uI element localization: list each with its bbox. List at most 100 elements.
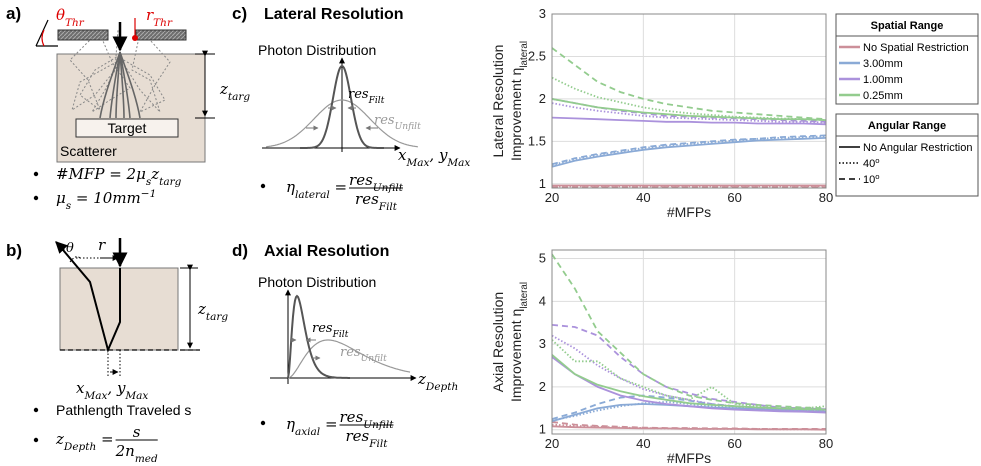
series-line — [552, 339, 826, 410]
legend-label: 3.00mm — [863, 58, 903, 70]
text-part: Thr — [65, 17, 85, 29]
text-part: Filt — [368, 438, 388, 450]
series-line — [552, 356, 826, 414]
text-part: Filt — [378, 201, 398, 213]
y-tick-label: 1 — [539, 176, 546, 191]
text-part: Max — [405, 157, 429, 169]
text-part: 2n — [115, 442, 135, 460]
y-tick-label: 3 — [539, 336, 546, 351]
series-line — [552, 137, 826, 168]
text-part: z — [417, 370, 426, 388]
series-group — [552, 47, 826, 188]
text-part: res — [374, 113, 395, 128]
text-part: Thr — [153, 17, 173, 29]
formula-denominator: resFilt — [346, 427, 389, 450]
panel-label: a) — [6, 4, 21, 23]
formula-denominator: 2nmed — [115, 442, 158, 465]
text-part: Max — [446, 157, 470, 169]
r-thr-label: rThr — [146, 6, 173, 29]
text-part: = — [96, 430, 113, 448]
text-part: lateral — [295, 189, 330, 201]
axis-label: xMax, yMax — [398, 146, 470, 169]
formula-lhs: ηlateral = — [286, 178, 347, 201]
text-part: Improvement η — [508, 68, 524, 161]
text-part: res — [355, 190, 379, 208]
text-part: targ — [228, 91, 250, 103]
series-line — [552, 134, 826, 166]
text-part: Filt — [368, 96, 385, 106]
text-part: res — [312, 321, 333, 336]
bullet-text: #MFP = 2μsztarg — [56, 165, 182, 188]
text-part: η — [286, 415, 295, 433]
text-part: s — [133, 423, 141, 441]
formula-denominator: resFilt — [355, 190, 398, 213]
bullet-text: Pathlength Traveled s — [56, 402, 191, 418]
text-part: Lateral Resolution — [490, 45, 506, 158]
series-group — [552, 253, 826, 431]
plot-frame — [551, 13, 827, 189]
text-part: Depth — [425, 381, 458, 393]
text-part: Unfilt — [361, 354, 387, 364]
series-line — [552, 334, 826, 413]
res-unfilt-label: resUnfilt — [374, 113, 421, 132]
x-tick-label: 60 — [727, 190, 741, 205]
series-line — [552, 421, 826, 430]
bullet-text: μs = 10mm−1 — [56, 188, 156, 212]
text-part: Improvement η — [508, 309, 524, 402]
legend-label: 1.00mm — [863, 74, 903, 86]
text-part: z — [55, 430, 64, 448]
text-part: = — [330, 178, 347, 196]
text-part: z — [150, 165, 159, 183]
series-line — [552, 135, 826, 166]
x-axis-label: #MFPs — [667, 450, 711, 466]
text-part: res — [349, 171, 373, 189]
y-axis-label: Lateral Resolution — [490, 45, 506, 158]
series-line — [552, 253, 826, 410]
text-part: Max — [83, 390, 107, 402]
text-part: , y — [107, 379, 126, 397]
text-part: Filt — [332, 330, 349, 340]
y-tick-label: 2 — [539, 91, 546, 106]
legend-label: 40o — [863, 156, 880, 171]
text-part: z — [219, 80, 228, 98]
x-tick-label: 80 — [819, 436, 833, 451]
series-line — [552, 354, 826, 411]
panel-d-diagram — [260, 289, 417, 426]
text-part: s — [66, 200, 72, 212]
text-part: axial — [295, 426, 320, 438]
text-part: res — [340, 345, 361, 360]
z-targ-label: ztarg — [219, 80, 250, 103]
r-label: r — [98, 236, 106, 254]
formula-lhs: ηaxial = — [286, 415, 338, 438]
res-unfilt-label: resUnfilt — [340, 345, 387, 364]
text-part: r — [146, 6, 154, 24]
text-part: targ — [206, 311, 228, 323]
formula-lhs: zDepth = — [55, 430, 114, 453]
scatterer-label: Scatterer — [60, 143, 117, 159]
plot-area — [552, 14, 826, 188]
panel-b-diagram — [33, 238, 200, 443]
text-part: , y — [429, 146, 448, 164]
text-part: res — [340, 408, 364, 426]
res-filt-label: resFilt — [312, 321, 349, 340]
text-part: #MFP = 2μ — [56, 165, 146, 183]
panel-subtitle: Photon Distribution — [258, 42, 376, 58]
text-part: z — [197, 300, 206, 318]
panel-label: b) — [6, 241, 22, 260]
text-part: = — [320, 415, 337, 433]
res-filt-label: resFilt — [348, 87, 385, 106]
y-axis-label: Improvement ηlateral — [508, 41, 530, 161]
text-part: o — [875, 172, 879, 181]
text-part: Max — [124, 390, 148, 402]
text-part: −1 — [141, 188, 156, 200]
panel-label: c) — [232, 4, 247, 23]
text-part: 10 — [863, 174, 875, 186]
text-part: x — [398, 146, 407, 164]
text-part: 40 — [863, 158, 875, 170]
series-line — [552, 98, 826, 121]
text-part: med — [135, 453, 158, 465]
axis-label: zDepth — [417, 370, 458, 393]
text-part: Axial Resolution — [490, 292, 506, 392]
panel-subtitle: Photon Distribution — [258, 274, 376, 290]
text-part: o — [875, 156, 879, 165]
